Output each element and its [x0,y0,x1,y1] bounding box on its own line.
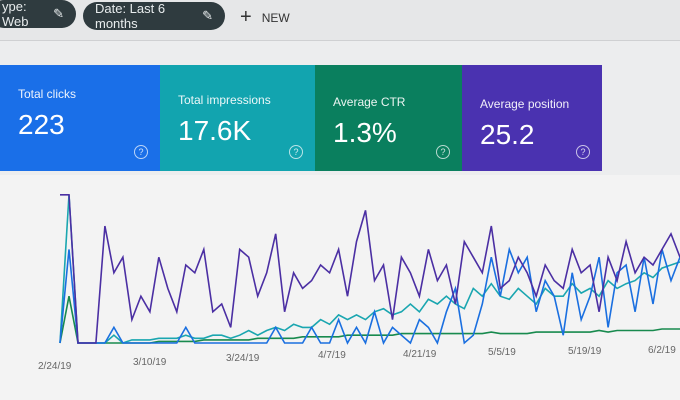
new-label: NEW [261,10,290,25]
search-type-label: ype: Web [2,0,29,29]
performance-chart: 2/24/19 3/10/19 3/24/19 4/7/19 4/21/19 5… [0,175,680,400]
pencil-icon: ✎ [53,6,64,21]
chart-plot [59,193,680,345]
help-icon[interactable]: ? [576,145,590,159]
search-type-filter-chip[interactable]: ype: Web ✎ [0,0,76,29]
card-average-ctr[interactable]: Average CTR 1.3% ? [315,65,462,171]
help-icon[interactable]: ? [134,145,148,159]
new-filter-button[interactable]: + NEW [240,6,290,29]
card-total-clicks[interactable]: Total clicks 223 ? [0,65,160,171]
x-tick-label: 2/24/19 [38,361,72,372]
metric-cards: Total clicks 223 ? Total impressions 17.… [0,65,602,171]
card-value: 25.2 [480,119,535,150]
pencil-icon: ✎ [202,8,213,23]
card-total-impressions[interactable]: Total impressions 17.6K ? [160,65,315,171]
card-label: Total impressions [178,93,271,107]
x-tick-label: 3/10/19 [133,357,167,368]
x-tick-label: 5/19/19 [568,346,602,357]
series-line-total-impressions [59,194,680,344]
series-line-average-ctr [59,296,680,344]
filter-bar: ype: Web ✎ Date: Last 6 months ✎ + NEW [0,0,680,41]
card-label: Average position [480,97,570,111]
date-filter-chip[interactable]: Date: Last 6 months ✎ [83,1,225,31]
plus-icon: + [240,6,252,28]
x-tick-label: 4/21/19 [403,349,437,360]
series-line-average-position [60,193,680,344]
x-tick-label: 3/24/19 [226,353,260,364]
card-label: Total clicks [18,87,77,101]
x-tick-label: 6/2/19 [648,345,676,356]
card-value: 1.3% [333,117,397,148]
help-icon[interactable]: ? [436,145,450,159]
card-value: 223 [18,109,65,140]
card-label: Average CTR [333,95,406,109]
card-average-position[interactable]: Average position 25.2 ? [462,65,602,171]
x-tick-label: 4/7/19 [318,350,346,361]
x-tick-label: 5/5/19 [488,347,516,358]
help-icon[interactable]: ? [289,145,303,159]
series-line-total-clicks [59,246,680,345]
date-filter-label: Date: Last 6 months [95,1,166,31]
card-value: 17.6K [178,115,252,146]
